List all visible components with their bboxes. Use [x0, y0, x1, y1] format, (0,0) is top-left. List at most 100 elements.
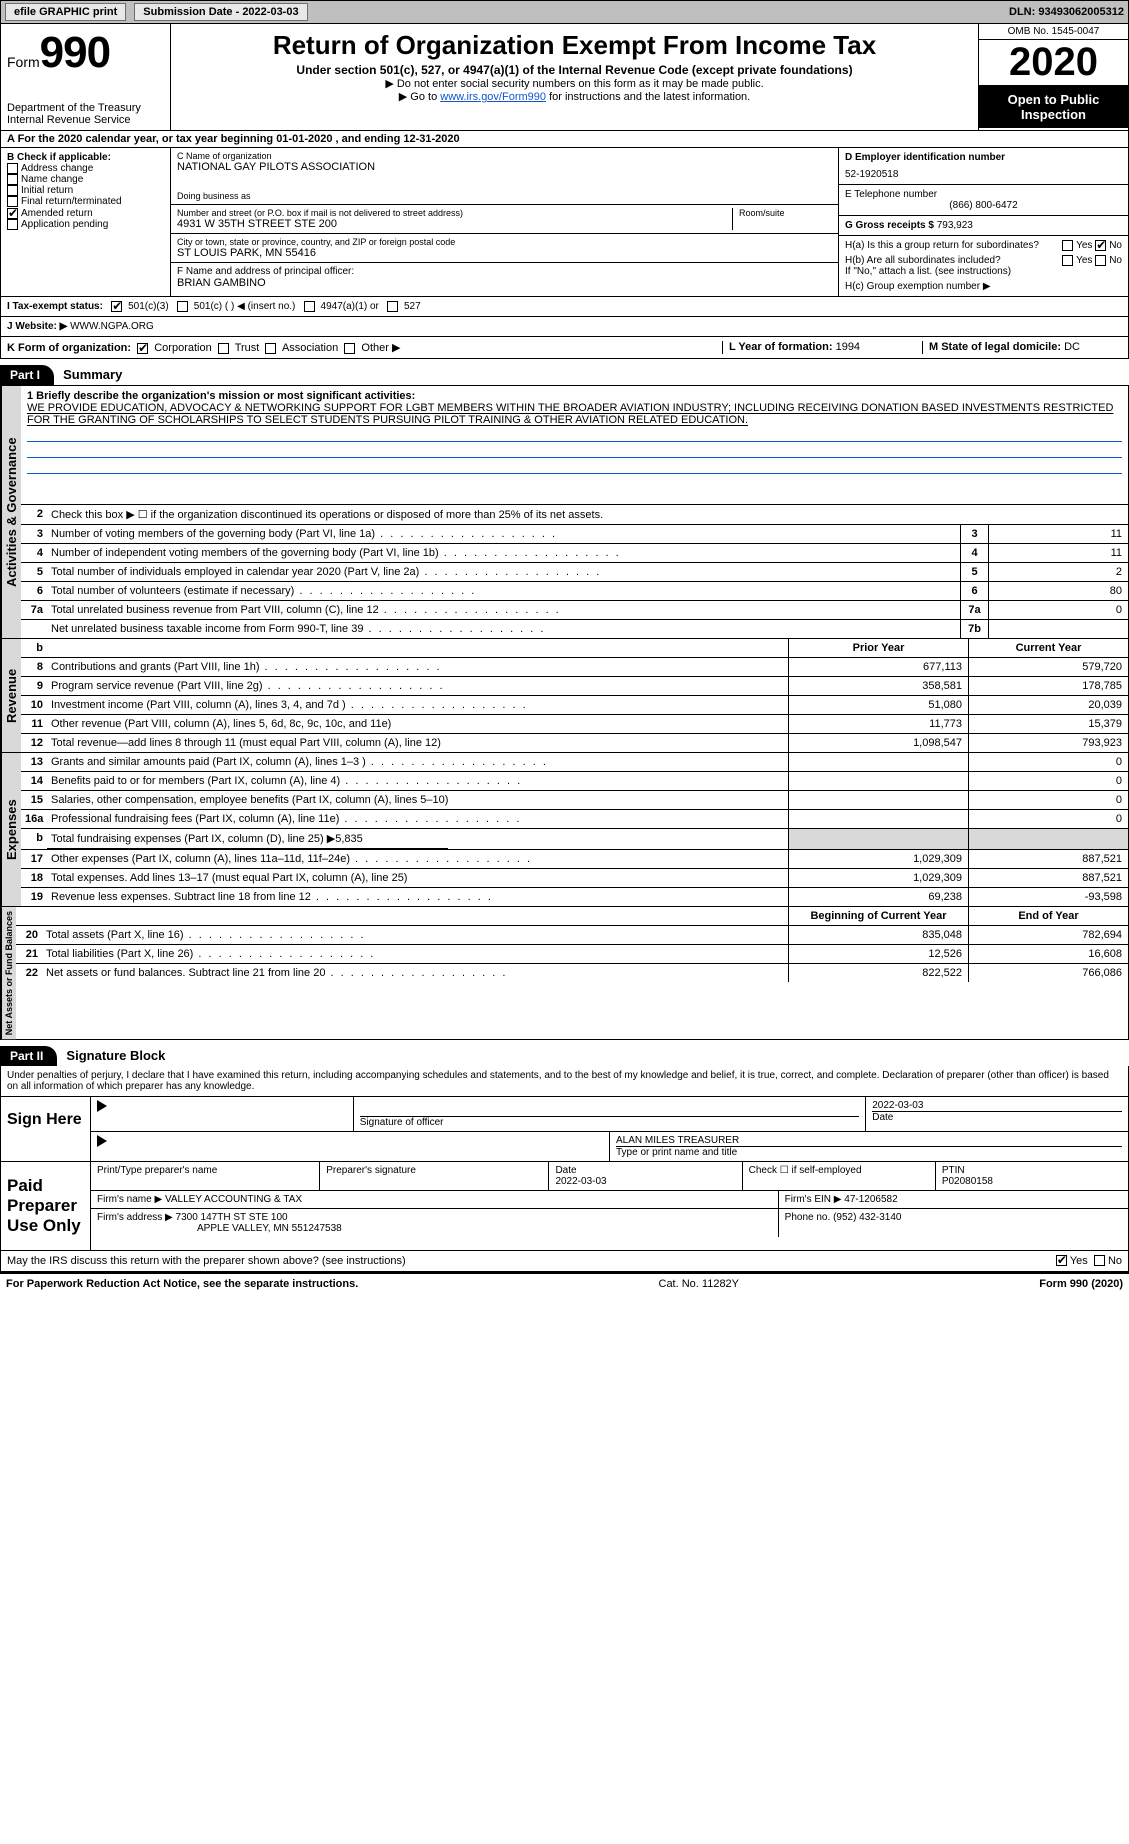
officer-name-title: ALAN MILES TREASURER — [616, 1135, 1122, 1146]
hb-label: H(b) Are all subordinates included? — [845, 255, 1062, 266]
trust-checkbox[interactable] — [218, 343, 229, 354]
amended-return-checkbox[interactable] — [7, 208, 18, 219]
line11-prior: 11,773 — [788, 715, 968, 733]
ein-label: D Employer identification number — [845, 152, 1122, 163]
tab-expenses: Expenses — [1, 753, 21, 906]
efile-button[interactable]: efile GRAPHIC print — [5, 3, 126, 21]
form-prefix: Form — [7, 54, 40, 70]
gross-value: 793,923 — [937, 220, 973, 231]
name-change-checkbox[interactable] — [7, 174, 18, 185]
ha-no-checkbox[interactable] — [1095, 240, 1106, 251]
instructions-link[interactable]: www.irs.gov/Form990 — [440, 91, 546, 103]
line13-prior — [788, 753, 968, 771]
part1-title: Summary — [63, 367, 122, 382]
officer-name: BRIAN GAMBINO — [177, 277, 832, 289]
phone-label: E Telephone number — [845, 189, 1122, 200]
l-label: L Year of formation: — [729, 341, 833, 353]
preparer-name-label: Print/Type preparer's name — [97, 1165, 313, 1176]
line19-curr: -93,598 — [968, 888, 1128, 906]
arrow-icon — [97, 1135, 107, 1147]
final-return-label: Final return/terminated — [21, 197, 122, 208]
name-change-label: Name change — [21, 174, 83, 185]
line8-curr: 579,720 — [968, 658, 1128, 676]
m-value: DC — [1064, 341, 1080, 353]
4947-checkbox[interactable] — [304, 301, 315, 312]
line19-desc: Revenue less expenses. Subtract line 18 … — [47, 888, 788, 906]
association-checkbox[interactable] — [265, 343, 276, 354]
phone-value: (866) 800-6472 — [845, 200, 1122, 211]
hb-note: If "No," attach a list. (see instruction… — [845, 266, 1122, 277]
address-change-checkbox[interactable] — [7, 163, 18, 174]
line13-curr: 0 — [968, 753, 1128, 771]
column-d: D Employer identification number 52-1920… — [838, 148, 1128, 296]
hb-no-checkbox[interactable] — [1095, 255, 1106, 266]
tab-net-assets: Net Assets or Fund Balances — [1, 907, 16, 1039]
line18-prior: 1,029,309 — [788, 869, 968, 887]
line3-val: 11 — [988, 525, 1128, 543]
column-c: C Name of organization NATIONAL GAY PILO… — [171, 148, 838, 296]
street-label: Number and street (or P.O. box if mail i… — [177, 208, 732, 218]
page-footer: For Paperwork Reduction Act Notice, see … — [0, 1272, 1129, 1294]
firm-ein-label: Firm's EIN ▶ — [785, 1194, 842, 1205]
preparer-phone-label: Phone no. — [785, 1212, 831, 1223]
firm-addr: 7300 147TH ST STE 100 — [176, 1212, 288, 1223]
sign-date-label: Date — [872, 1111, 1122, 1123]
tab-governance: Activities & Governance — [1, 386, 21, 638]
org-name-label: C Name of organization — [177, 151, 832, 161]
line10-curr: 20,039 — [968, 696, 1128, 714]
501c-checkbox[interactable] — [177, 301, 188, 312]
line18-curr: 887,521 — [968, 869, 1128, 887]
officer-label: F Name and address of principal officer: — [177, 266, 832, 277]
application-pending-checkbox[interactable] — [7, 219, 18, 230]
part2-title: Signature Block — [66, 1048, 165, 1063]
line22-curr: 766,086 — [968, 964, 1128, 982]
goto-note: ▶ Go to www.irs.gov/Form990 for instruct… — [179, 90, 970, 103]
line20-prior: 835,048 — [788, 926, 968, 944]
line20-desc: Total assets (Part X, line 16) — [42, 926, 788, 944]
line14-curr: 0 — [968, 772, 1128, 790]
discuss-yes-checkbox[interactable] — [1056, 1255, 1067, 1266]
line17-curr: 887,521 — [968, 850, 1128, 868]
signature-block: Sign Here Signature of officer 2022-03-0… — [0, 1097, 1129, 1251]
row-i: I Tax-exempt status: 501(c)(3) 501(c) ( … — [0, 297, 1129, 317]
501c3-checkbox[interactable] — [111, 301, 122, 312]
initial-return-checkbox[interactable] — [7, 185, 18, 196]
discuss-no-checkbox[interactable] — [1094, 1255, 1105, 1266]
line9-prior: 358,581 — [788, 677, 968, 695]
hb-yes-checkbox[interactable] — [1062, 255, 1073, 266]
line11-curr: 15,379 — [968, 715, 1128, 733]
dept-label: Department of the Treasury Internal Reve… — [7, 102, 164, 126]
tax-year: 2020 — [979, 40, 1128, 86]
hc-label: H(c) Group exemption number ▶ — [845, 281, 1122, 292]
line7b-val — [988, 620, 1128, 638]
perjury-statement: Under penalties of perjury, I declare th… — [0, 1066, 1129, 1097]
ha-yes-checkbox[interactable] — [1062, 240, 1073, 251]
other-checkbox[interactable] — [344, 343, 355, 354]
line8-desc: Contributions and grants (Part VIII, lin… — [47, 658, 788, 676]
line16a-curr: 0 — [968, 810, 1128, 828]
form-header: Form990 Department of the Treasury Inter… — [0, 24, 1129, 131]
corporation-checkbox[interactable] — [137, 343, 148, 354]
527-checkbox[interactable] — [387, 301, 398, 312]
submission-date-button[interactable]: Submission Date - 2022-03-03 — [134, 3, 307, 21]
top-bar: efile GRAPHIC print Submission Date - 20… — [0, 0, 1129, 24]
line8-prior: 677,113 — [788, 658, 968, 676]
line20-curr: 782,694 — [968, 926, 1128, 944]
preparer-sig-label: Preparer's signature — [326, 1165, 542, 1176]
line21-curr: 16,608 — [968, 945, 1128, 963]
line18-desc: Total expenses. Add lines 13–17 (must eq… — [47, 869, 788, 887]
preparer-date-label: Date — [555, 1165, 735, 1176]
line7a-desc: Total unrelated business revenue from Pa… — [47, 601, 960, 619]
line17-desc: Other expenses (Part IX, column (A), lin… — [47, 850, 788, 868]
footer-left: For Paperwork Reduction Act Notice, see … — [6, 1278, 358, 1290]
firm-ein: 47-1206582 — [844, 1194, 897, 1205]
line7b-desc: Net unrelated business taxable income fr… — [47, 620, 960, 638]
part2-header: Part II — [0, 1046, 57, 1066]
line12-desc: Total revenue—add lines 8 through 11 (mu… — [47, 734, 788, 752]
form-title: Return of Organization Exempt From Incom… — [179, 30, 970, 61]
prior-year-header: Prior Year — [788, 639, 968, 657]
line5-desc: Total number of individuals employed in … — [47, 563, 960, 581]
city-label: City or town, state or province, country… — [177, 237, 832, 247]
line15-desc: Salaries, other compensation, employee b… — [47, 791, 788, 809]
line15-curr: 0 — [968, 791, 1128, 809]
